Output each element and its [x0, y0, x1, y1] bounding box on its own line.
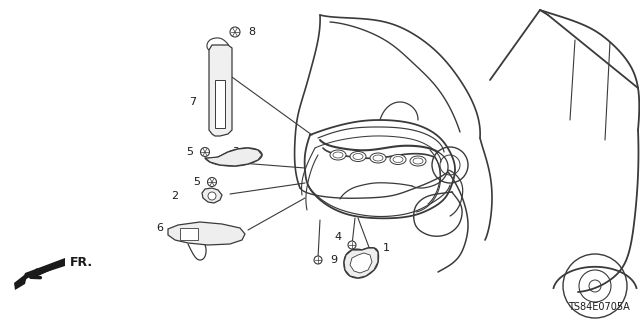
Circle shape [348, 241, 356, 249]
Text: TS84E0705A: TS84E0705A [568, 302, 630, 312]
Ellipse shape [330, 150, 346, 160]
Circle shape [432, 147, 468, 183]
Circle shape [589, 280, 601, 292]
Text: 1: 1 [383, 243, 390, 253]
Circle shape [440, 155, 460, 175]
Text: 9: 9 [330, 255, 337, 265]
Bar [180, 228, 198, 240]
Text: 4: 4 [335, 232, 342, 242]
Circle shape [207, 178, 216, 187]
Text: 2: 2 [171, 191, 178, 201]
Circle shape [579, 270, 611, 302]
Circle shape [314, 256, 322, 264]
Text: 6: 6 [156, 223, 163, 233]
Ellipse shape [333, 152, 343, 158]
Text: 5: 5 [186, 147, 193, 157]
Polygon shape [350, 253, 372, 273]
Ellipse shape [373, 155, 383, 161]
Text: 5: 5 [193, 177, 200, 187]
Polygon shape [14, 272, 28, 290]
Circle shape [208, 192, 216, 200]
Text: FR.: FR. [70, 255, 93, 268]
Polygon shape [205, 148, 262, 166]
Ellipse shape [353, 154, 363, 159]
Ellipse shape [390, 155, 406, 164]
Circle shape [200, 148, 209, 156]
Circle shape [563, 254, 627, 318]
Polygon shape [168, 222, 245, 245]
Text: 7: 7 [189, 97, 196, 107]
Ellipse shape [350, 151, 366, 162]
Polygon shape [22, 258, 65, 282]
Polygon shape [344, 248, 378, 278]
Ellipse shape [410, 156, 426, 166]
Text: 3: 3 [232, 147, 239, 157]
Ellipse shape [413, 158, 423, 164]
Polygon shape [209, 45, 232, 136]
Text: 8: 8 [248, 27, 255, 37]
Ellipse shape [393, 156, 403, 163]
Circle shape [230, 27, 240, 37]
Polygon shape [215, 80, 225, 128]
Polygon shape [202, 188, 222, 203]
Ellipse shape [370, 153, 386, 163]
